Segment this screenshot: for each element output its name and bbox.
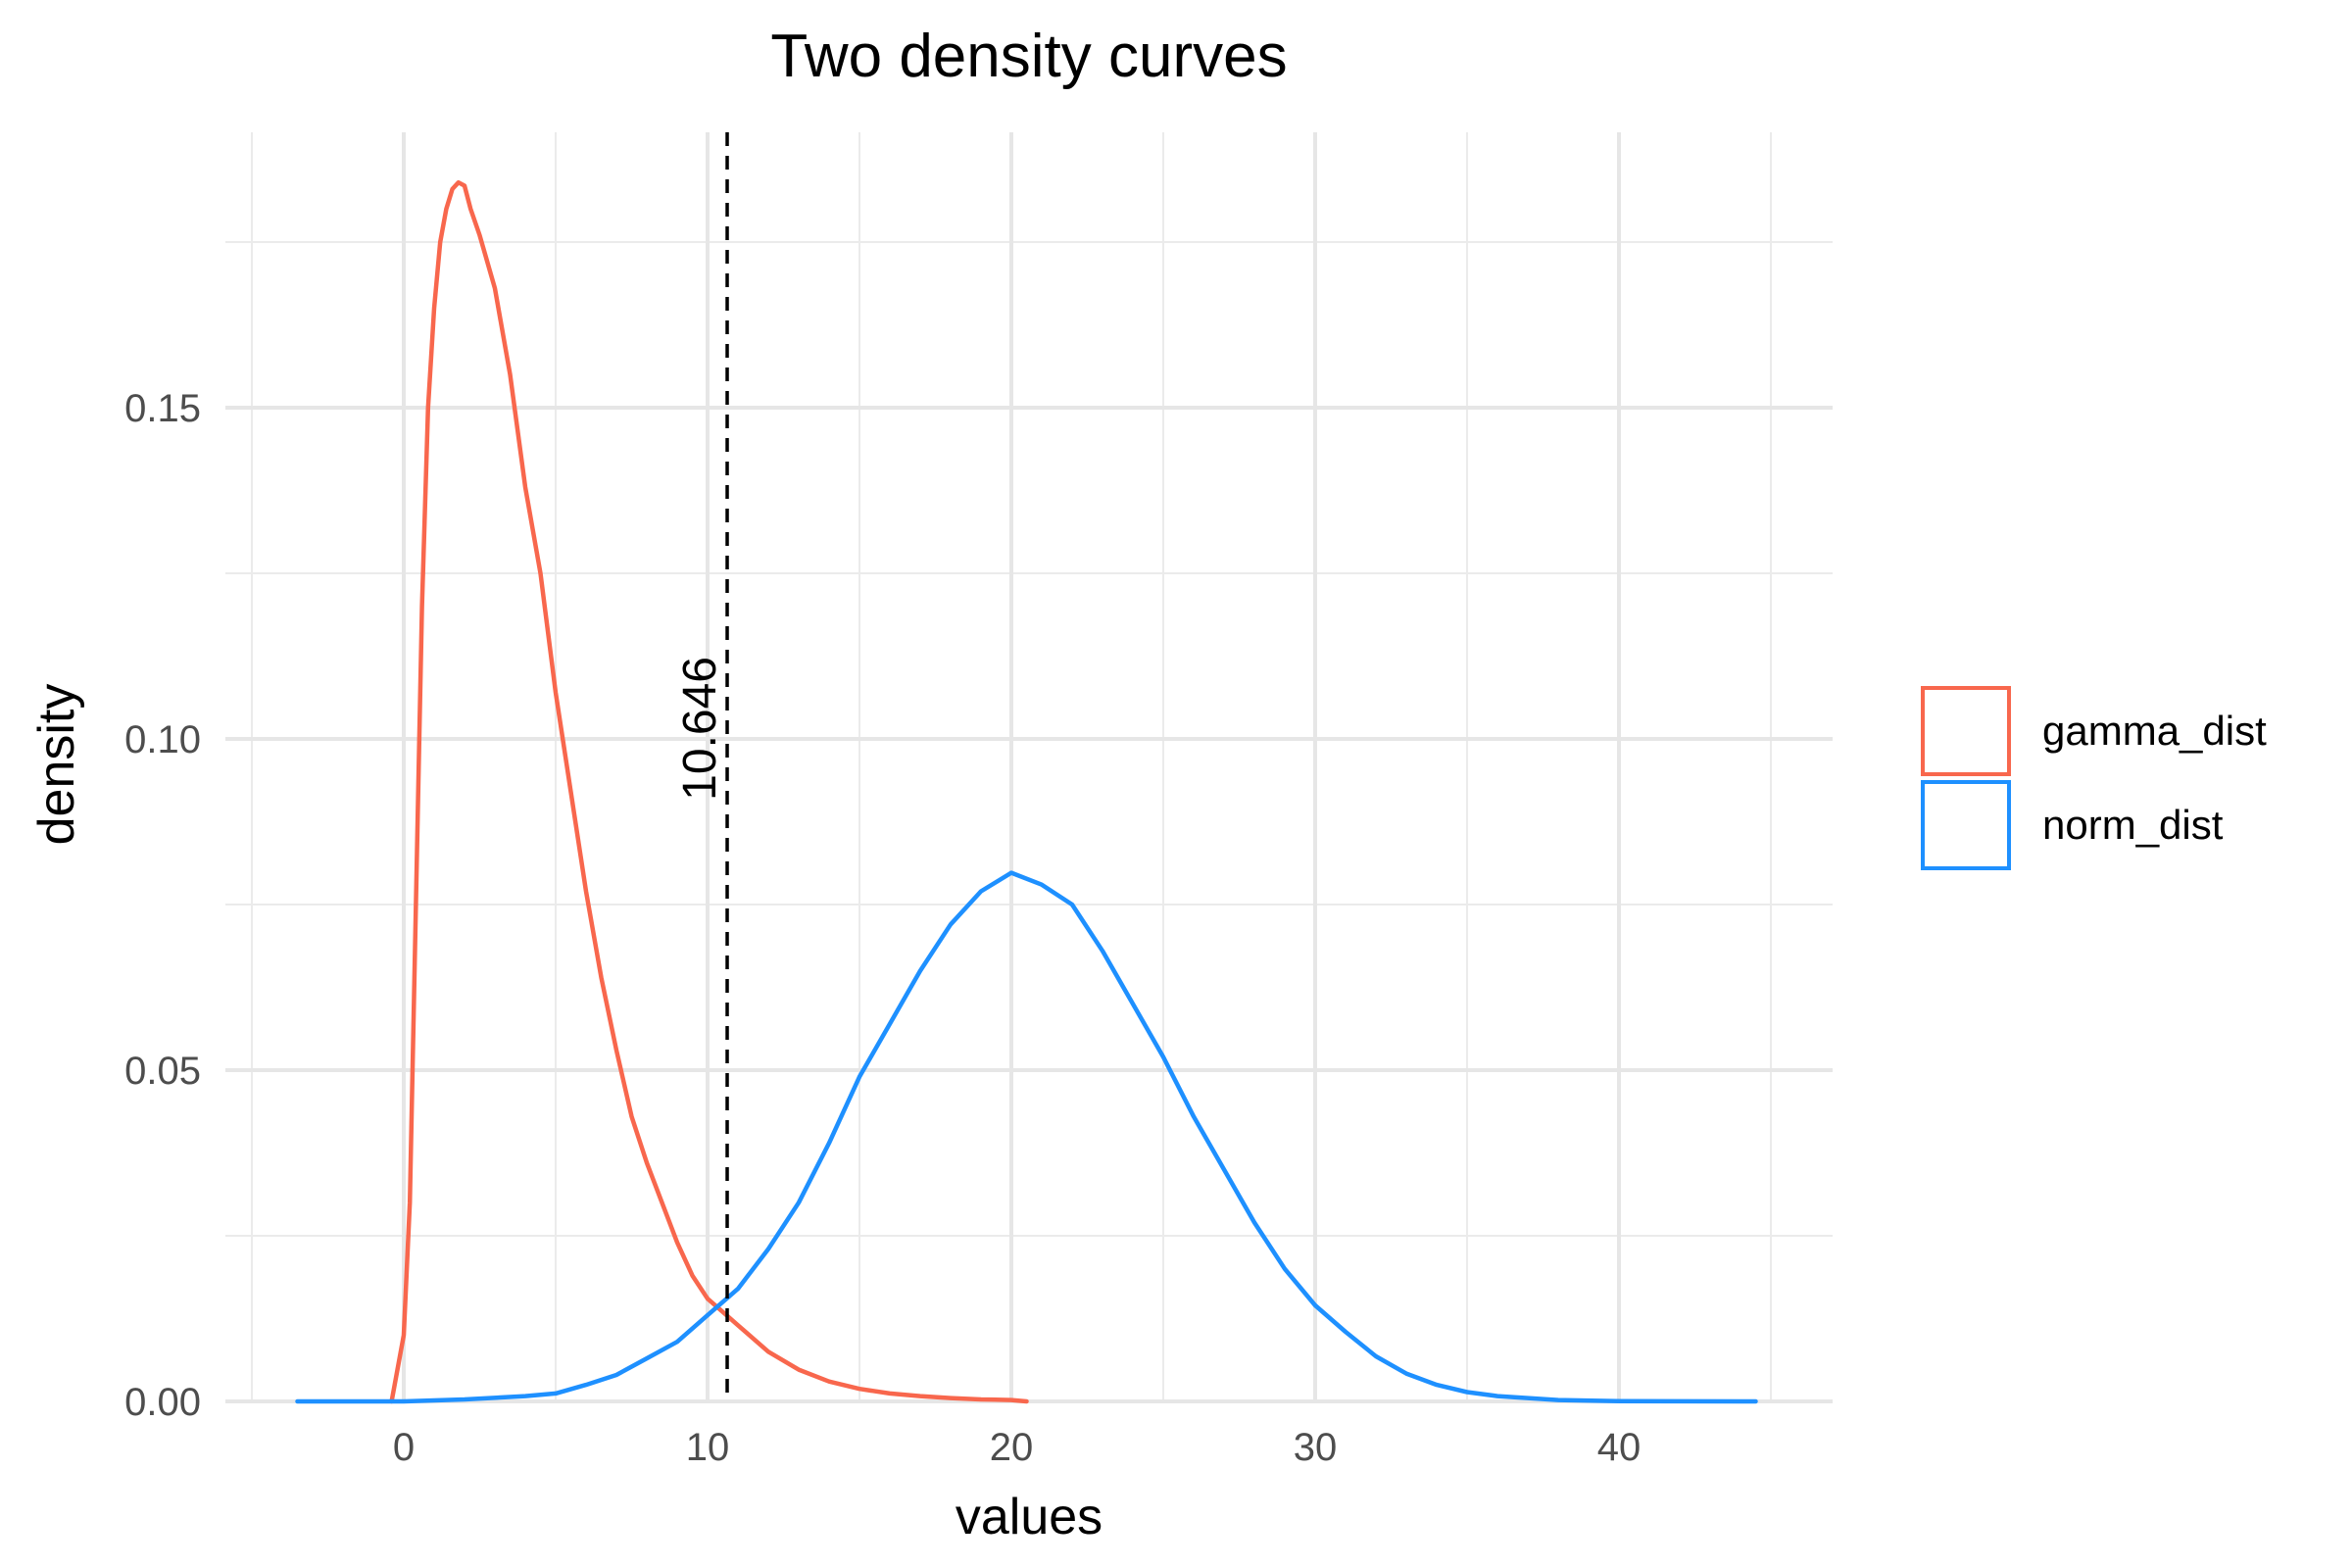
x-axis-title: values <box>956 1489 1102 1545</box>
legend-label-gamma-dist: gamma_dist <box>2042 708 2267 754</box>
x-axis-ticks: 0 10 20 30 40 <box>393 1426 1641 1469</box>
chart-title: Two density curves <box>770 23 1287 90</box>
minor-gridlines <box>225 132 1833 1401</box>
reference-line-layer: 10.646 <box>674 132 729 1401</box>
series-line-gamma-dist <box>389 179 1029 1404</box>
series-line-norm-dist <box>295 870 1758 1404</box>
major-gridlines <box>225 132 1833 1403</box>
legend-key-gamma-dist <box>1921 686 2011 776</box>
x-tick-label: 30 <box>1294 1426 1338 1469</box>
y-tick-label: 0.10 <box>124 718 201 761</box>
series-layer <box>295 179 1758 1404</box>
legend-label-norm-dist: norm_dist <box>2042 802 2224 848</box>
y-tick-label: 0.00 <box>124 1381 201 1424</box>
legend: gamma_dist norm_dist <box>1921 686 2267 870</box>
x-tick-label: 0 <box>393 1426 415 1469</box>
x-tick-label: 20 <box>990 1426 1034 1469</box>
x-tick-label: 40 <box>1597 1426 1642 1469</box>
x-tick-label: 10 <box>686 1426 730 1469</box>
legend-key-norm-dist <box>1921 780 2011 870</box>
y-tick-label: 0.05 <box>124 1050 201 1093</box>
y-axis-ticks: 0.00 0.05 0.10 0.15 <box>124 387 201 1424</box>
reference-line-label: 10.646 <box>674 657 726 801</box>
y-tick-label: 0.15 <box>124 387 201 430</box>
y-axis-title: density <box>28 684 85 846</box>
